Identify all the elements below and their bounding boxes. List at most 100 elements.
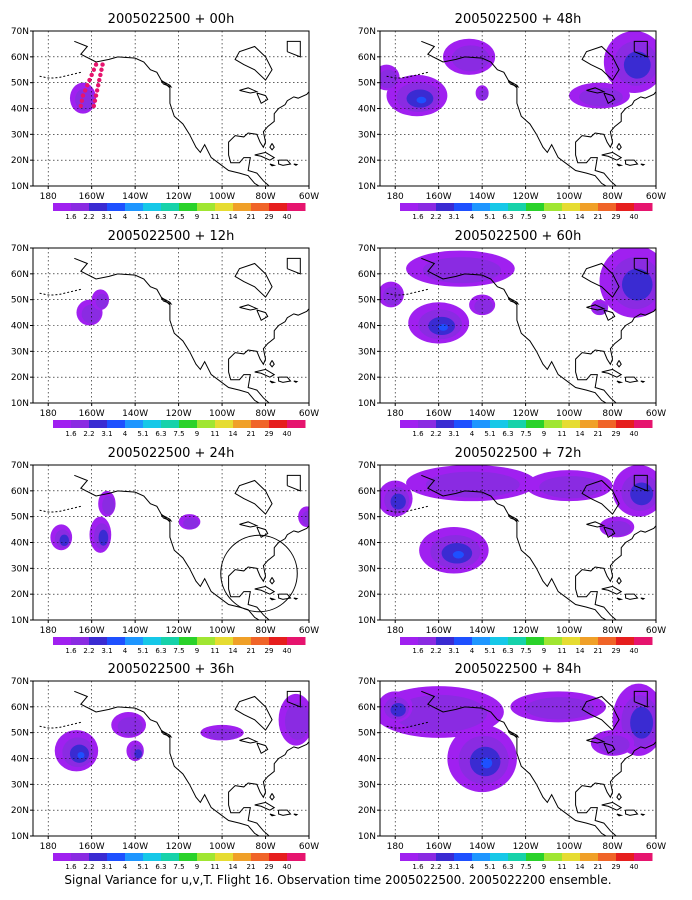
colorbar-label: 6.3 xyxy=(502,430,513,438)
lon-tick-label: 80W xyxy=(255,192,275,202)
coastline-island xyxy=(293,163,299,166)
colorbar-label: 3.1 xyxy=(101,863,112,871)
colorbar-swatch xyxy=(107,853,126,861)
flight-track-point xyxy=(89,72,94,78)
coastline-aleutians xyxy=(39,288,81,296)
colorbar-swatch xyxy=(580,203,599,211)
coastline-island xyxy=(286,690,301,708)
colorbar-label: 29 xyxy=(265,863,274,871)
colorbar-swatch xyxy=(454,853,473,861)
lat-tick-label: 70N xyxy=(11,244,29,254)
coastline-island xyxy=(603,742,616,755)
lon-tick-label: 100W xyxy=(556,192,582,202)
lon-tick-label: 160W xyxy=(426,192,452,202)
colorbar-swatch xyxy=(634,637,653,645)
coastlines xyxy=(386,465,656,620)
flight-track-point xyxy=(97,77,102,83)
colorbar-swatch xyxy=(125,420,144,428)
coastline-island xyxy=(256,742,269,755)
colorbar-swatch xyxy=(179,420,198,428)
colorbar-label: 3.1 xyxy=(101,647,112,655)
coastline-island xyxy=(633,40,648,58)
coastline-island xyxy=(640,380,646,383)
coastline-island xyxy=(278,376,292,383)
variance-contour xyxy=(382,286,402,306)
colorbar-label: 11 xyxy=(558,213,567,221)
lon-tick-label: 80W xyxy=(255,409,275,419)
colorbar-swatch xyxy=(89,637,108,645)
coastline-island xyxy=(625,376,639,383)
colorbar-label: 6.3 xyxy=(155,863,166,871)
colorbar-swatch xyxy=(251,853,270,861)
lat-tick-label: 20N xyxy=(358,590,376,600)
colorbar-label: 29 xyxy=(265,213,274,221)
colorbar-label: 3.1 xyxy=(448,647,459,655)
variance-contour xyxy=(416,96,427,104)
colorbar-label: 9 xyxy=(542,430,546,438)
colorbar-swatch xyxy=(418,420,437,428)
colorbar-swatch xyxy=(269,637,288,645)
colorbar-swatch xyxy=(598,853,617,861)
variance-contour xyxy=(481,757,493,769)
lon-tick-label: 140W xyxy=(122,842,148,852)
coastline-island xyxy=(601,585,623,595)
coastline-island xyxy=(293,813,299,816)
colorbar-swatch xyxy=(89,853,108,861)
colorbar-label: 40 xyxy=(283,430,292,438)
lon-tick-label: 140W xyxy=(122,409,148,419)
colorbar-label: 3.1 xyxy=(448,430,459,438)
colorbar-swatch xyxy=(454,420,473,428)
colorbar-label: 14 xyxy=(576,647,585,655)
colorbar-label: 9 xyxy=(195,647,199,655)
variance-contour xyxy=(77,751,85,759)
coastline-island xyxy=(586,521,606,528)
variance-field xyxy=(380,31,656,117)
lon-tick-label: 60W xyxy=(646,626,666,636)
lat-tick-label: 50N xyxy=(11,296,29,306)
lon-tick-label: 100W xyxy=(209,192,235,202)
variance-contour xyxy=(183,517,199,529)
lat-tick-label: 70N xyxy=(11,677,29,687)
grid xyxy=(380,681,656,836)
colorbar-swatch xyxy=(544,637,563,645)
panel-36h: 2005022500 + 36h 10N 20N 30N 40N 50N 60N 70N 180… xyxy=(11,662,319,871)
grid xyxy=(380,31,656,186)
variance-contour xyxy=(451,45,490,72)
colorbar-label: 6.3 xyxy=(155,430,166,438)
colorbar-label: 1.6 xyxy=(412,430,424,438)
variance-contour xyxy=(380,69,398,89)
lat-tick-label: 10N xyxy=(358,399,376,409)
lat-tick-label: 20N xyxy=(11,373,29,383)
colorbar-label: 4 xyxy=(470,213,475,221)
lon-tick-label: 180 xyxy=(387,409,404,419)
colorbar-label: 3.1 xyxy=(101,213,112,221)
colorbar-label: 14 xyxy=(576,213,585,221)
colorbar-label: 2.2 xyxy=(430,430,441,438)
lon-tick-label: 60W xyxy=(299,842,319,852)
colorbar-label: 7.5 xyxy=(520,430,531,438)
variance-contour xyxy=(284,702,309,740)
figure-caption: Signal Variance for u,v,T. Flight 16. Ob… xyxy=(64,873,611,887)
colorbar-label: 6.3 xyxy=(502,213,513,221)
lat-tick-label: 40N xyxy=(11,539,29,549)
variance-contour xyxy=(207,728,240,740)
lon-tick-label: 180 xyxy=(387,192,404,202)
colorbar-swatch xyxy=(53,637,72,645)
colorbar-swatch xyxy=(418,637,437,645)
colorbar-swatch xyxy=(580,637,599,645)
coastline-island xyxy=(254,368,276,378)
grid xyxy=(380,248,656,403)
variance-contour xyxy=(81,304,101,324)
colorbar-swatch xyxy=(436,420,455,428)
coastline-island xyxy=(278,809,292,816)
coastline-island xyxy=(586,87,606,94)
colorbar-label: 21 xyxy=(594,213,603,221)
colorbar-swatch xyxy=(107,203,126,211)
lat-tick-label: 60N xyxy=(358,703,376,713)
variance-contour xyxy=(390,703,406,717)
lat-tick-label: 10N xyxy=(358,616,376,626)
coastline-north-america xyxy=(421,31,656,186)
colorbar-label: 9 xyxy=(542,863,546,871)
colorbar-label: 40 xyxy=(630,863,639,871)
variance-contour xyxy=(422,257,502,284)
